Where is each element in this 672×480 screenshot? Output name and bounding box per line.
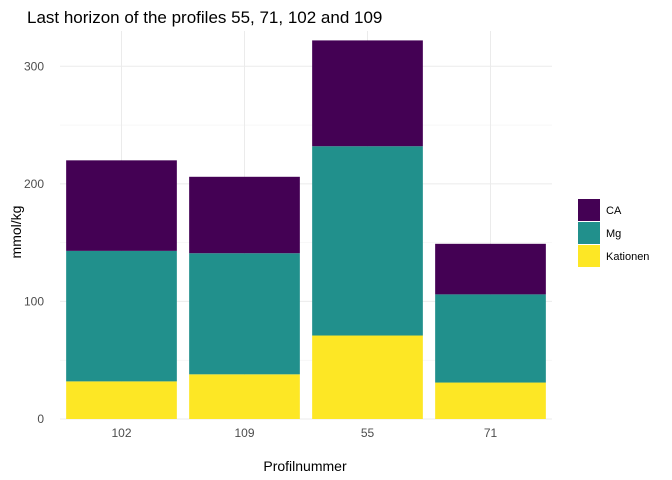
y-tick-label: 200 xyxy=(24,177,44,191)
bar-segment-kationen-71 xyxy=(435,382,546,419)
x-tick-label: 109 xyxy=(234,426,254,440)
bar-segment-ca-71 xyxy=(435,243,546,295)
legend-swatch-kationen xyxy=(578,245,600,267)
bar-segment-mg-109 xyxy=(189,253,300,375)
x-tick-label: 71 xyxy=(484,426,498,440)
bar-segment-ca-55 xyxy=(312,40,423,147)
x-tick-label: 102 xyxy=(111,426,131,440)
bar-segment-kationen-55 xyxy=(312,335,423,419)
y-tick-label: 300 xyxy=(24,59,44,73)
legend-label-ca: CA xyxy=(606,205,622,217)
x-axis-title: Profilnummer xyxy=(263,458,347,474)
x-tick-label: 55 xyxy=(361,426,375,440)
x-axis: 102 109 55 71 xyxy=(111,426,497,440)
bar-segment-ca-109 xyxy=(189,176,300,254)
legend-swatch-mg xyxy=(578,222,600,244)
legend-label-kationen: Kationen xyxy=(606,251,649,263)
chart-title: Last horizon of the profiles 55, 71, 102… xyxy=(27,8,382,27)
legend-swatch-ca xyxy=(578,199,600,221)
y-axis-title: mmol/kg xyxy=(8,206,24,259)
legend: CA Mg Kationen xyxy=(578,199,649,267)
y-tick-label: 0 xyxy=(37,412,44,426)
bar-segment-mg-55 xyxy=(312,146,423,336)
y-tick-label: 100 xyxy=(24,294,44,308)
legend-label-mg: Mg xyxy=(606,228,621,240)
bar-segment-kationen-109 xyxy=(189,374,300,419)
bar-segment-mg-102 xyxy=(66,250,177,382)
bar-segment-mg-71 xyxy=(435,294,546,383)
y-axis: 0 100 200 300 xyxy=(24,59,44,426)
bar-segment-ca-102 xyxy=(66,160,177,251)
bars xyxy=(66,40,546,419)
bar-segment-kationen-102 xyxy=(66,381,177,419)
